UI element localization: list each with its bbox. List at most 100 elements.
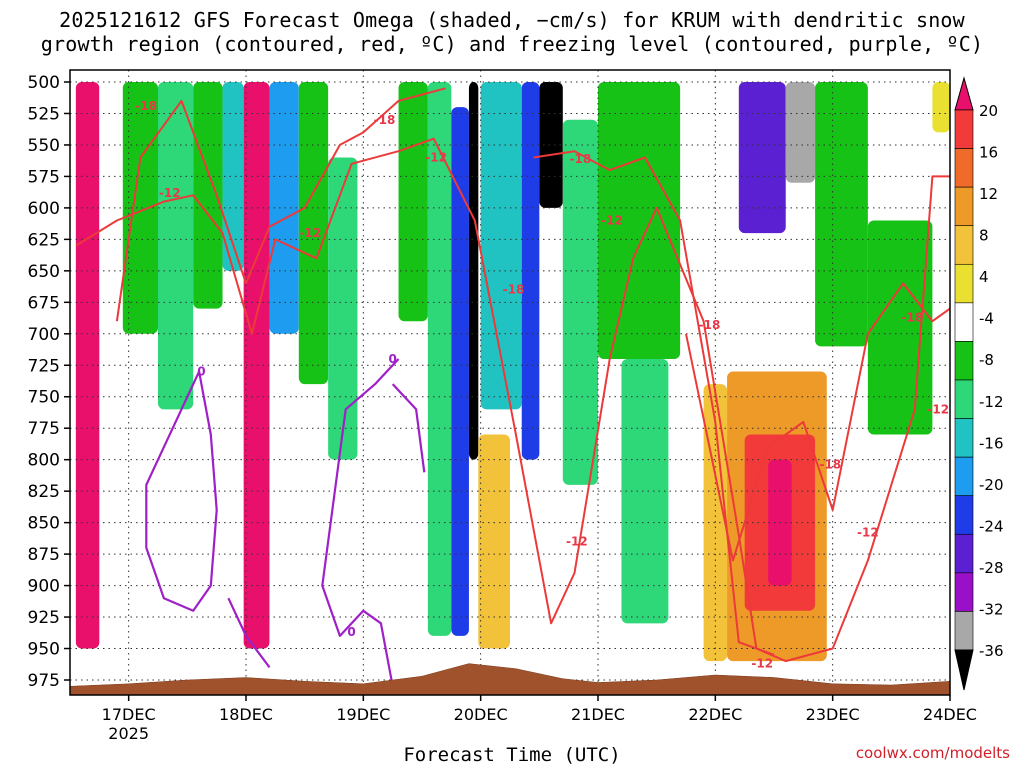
dgz-contour-2 xyxy=(533,150,775,656)
omega-region-6 xyxy=(243,82,270,649)
contour-labels: -18 -12 -12 -18 -12 -18 -18 -12 -18 -12 -12 -18 -12 -… xyxy=(135,99,949,671)
omega-region-3 xyxy=(158,82,194,410)
colorbar-bin-9 xyxy=(954,418,974,458)
omega-region-21 xyxy=(703,384,728,662)
y-tick-label-11: 775 xyxy=(28,419,60,439)
omega-region-10 xyxy=(398,82,428,322)
colorbar-arrow-top xyxy=(954,76,974,111)
omega-region-8 xyxy=(298,82,329,385)
x-tick-label-2: 19DEC xyxy=(336,705,390,724)
x-tick-label-5: 22DEC xyxy=(688,705,742,724)
omega-region-15 xyxy=(480,82,522,410)
omega-region-14 xyxy=(478,434,510,649)
colorbar-bin-3 xyxy=(954,186,974,227)
colorbar-label-4: 4 xyxy=(979,268,989,286)
contour-label-11: -18 xyxy=(819,458,841,472)
terrain-fill xyxy=(70,663,950,695)
contour-label-9: -12 xyxy=(566,535,588,549)
y-tick-label-0: 500 xyxy=(28,73,60,93)
colorbar-label-12: -32 xyxy=(979,600,1004,618)
contour-label-4: -12 xyxy=(425,151,447,165)
colorbar-bin-12 xyxy=(954,533,974,574)
colorbar-bin-14 xyxy=(954,611,974,651)
x-tick-sublabel-0: 2025 xyxy=(108,724,149,743)
colorbar-bin-11 xyxy=(954,495,974,535)
y-tick-label-6: 650 xyxy=(28,262,60,282)
y-tick-label-18: 950 xyxy=(28,640,60,660)
contour-label-13: -18 xyxy=(902,310,924,324)
y-tick-label-4: 600 xyxy=(28,199,60,219)
gridlines xyxy=(70,70,951,695)
omega-region-9 xyxy=(328,157,358,460)
y-tick-label-2: 550 xyxy=(28,136,60,156)
omega-region-27 xyxy=(815,82,868,347)
colorbar-bin-5 xyxy=(954,263,974,304)
colorbar-label-7: -12 xyxy=(979,393,1004,411)
omega-region-16 xyxy=(521,82,540,460)
dgz-contour-0 xyxy=(115,87,446,322)
plot-frame xyxy=(69,69,951,696)
colorbar-bin-4 xyxy=(954,225,974,265)
omega-region-13 xyxy=(468,82,479,460)
x-tick-label-4: 21DEC xyxy=(571,705,625,724)
dgz-contours xyxy=(75,87,950,663)
colorbar-bin-10 xyxy=(954,456,974,497)
omega-region-28 xyxy=(867,220,933,435)
y-tick-label-7: 675 xyxy=(28,293,60,313)
colorbar-label-8: -16 xyxy=(979,434,1004,452)
contour-label-16: 0 xyxy=(388,352,396,366)
y-tick-label-17: 925 xyxy=(28,608,60,628)
colorbar-bin-2 xyxy=(954,148,974,188)
x-tick-label-0: 17DEC xyxy=(102,705,156,724)
freezing-level-contour-3 xyxy=(391,383,426,473)
colorbar-label-6: -8 xyxy=(979,351,994,369)
colorbar-bin-8 xyxy=(954,379,974,419)
freezing-level-contours xyxy=(145,358,426,687)
chart-title: 2025121612 GFS Forecast Omega (shaded, −… xyxy=(0,8,1024,56)
x-tick-label-3: 20DEC xyxy=(454,705,508,724)
colorbar-label-0: 20 xyxy=(979,102,998,120)
contour-label-2: -12 xyxy=(300,226,322,240)
terrain xyxy=(70,663,950,695)
contour-label-3: -18 xyxy=(374,113,396,127)
y-tick-label-5: 625 xyxy=(28,230,60,250)
y-tick-label-1: 525 xyxy=(28,104,60,124)
y-tick-label-12: 800 xyxy=(28,451,60,471)
contour-label-12: -12 xyxy=(857,526,879,540)
contour-label-15: 0 xyxy=(197,365,205,379)
dgz-contour-3 xyxy=(685,282,950,562)
freezing-level-contour-2 xyxy=(321,358,400,687)
colorbar-label-3: 8 xyxy=(979,227,989,245)
y-tick-label-10: 750 xyxy=(28,388,60,408)
chart-title-line-2: growth region (contoured, red, ºC) and f… xyxy=(40,32,984,56)
colorbar-bin-1 xyxy=(954,109,974,149)
freezing-level-contour-0 xyxy=(145,371,218,612)
contour-label-14: -12 xyxy=(927,402,949,416)
colorbar-label-1: 16 xyxy=(979,144,998,162)
omega-shading xyxy=(75,82,950,662)
contour-label-10: -12 xyxy=(751,657,773,671)
omega-region-5 xyxy=(222,82,244,271)
y-tick-label-9: 725 xyxy=(28,356,60,376)
axes xyxy=(69,69,951,696)
x-axis-label: Forecast Time (UTC) xyxy=(403,744,621,766)
omega-region-18 xyxy=(562,119,598,485)
omega-region-26 xyxy=(785,82,816,183)
colorbar-bin-13 xyxy=(954,572,974,612)
x-tick-label-1: 18DEC xyxy=(219,705,273,724)
chart-title-line-1: 2025121612 GFS Forecast Omega (shaded, −… xyxy=(59,8,965,32)
omega-region-1 xyxy=(99,82,123,334)
freezing-level-contour-1 xyxy=(227,597,271,669)
contour-label-0: -18 xyxy=(135,99,157,113)
y-tick-label-15: 875 xyxy=(28,545,60,565)
colorbar-bin-6 xyxy=(954,302,974,342)
y-tick-label-3: 575 xyxy=(28,167,60,187)
contour-label-1: -12 xyxy=(159,186,181,200)
omega-region-12 xyxy=(451,107,469,636)
contour-label-17: 0 xyxy=(347,625,355,639)
colorbar-bin-7 xyxy=(954,341,974,381)
omega-region-11 xyxy=(427,82,452,636)
omega-region-4 xyxy=(193,82,223,309)
